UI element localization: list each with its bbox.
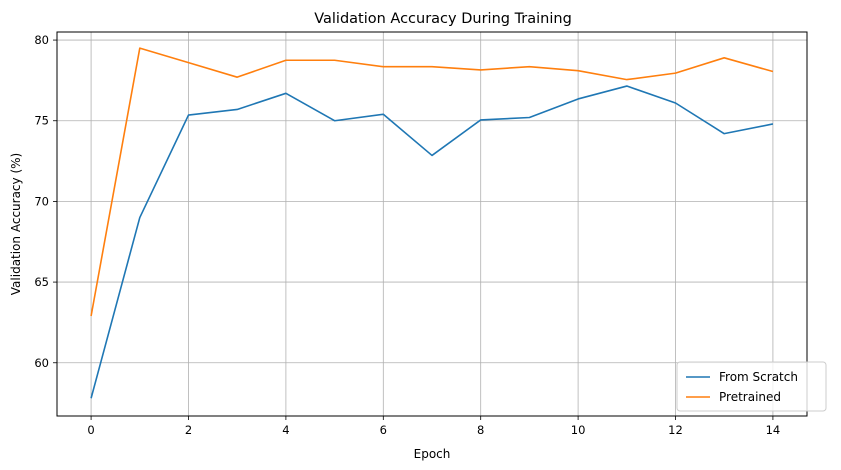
legend: From Scratch Pretrained [676,361,827,412]
y-tick-label: 75 [34,114,49,128]
y-axis-label: Validation Accuracy (%) [9,153,23,295]
plot-frame [56,31,808,417]
x-tick-label: 14 [766,423,781,437]
legend-label: Pretrained [719,390,781,404]
axis-ticks: 0 2 4 6 8 10 12 14 60 65 70 75 80 [34,33,780,437]
y-tick-label: 80 [34,33,49,47]
x-axis-label: Epoch [414,447,451,461]
x-tick-label: 4 [282,423,289,437]
y-tick-label: 65 [34,275,49,289]
chart-title: Validation Accuracy During Training [314,11,572,27]
x-tick-label: 6 [380,423,387,437]
legend-box [676,361,827,412]
x-tick-label: 10 [571,423,586,437]
x-tick-label: 8 [477,423,484,437]
x-tick-label: 12 [668,423,683,437]
series-line-0 [90,85,774,399]
y-tick-label: 70 [34,194,49,208]
y-tick-label: 60 [34,356,49,370]
series-lines [90,47,774,399]
x-tick-label: 0 [87,423,94,437]
x-tick-label: 2 [185,423,192,437]
series-line-1 [90,47,774,317]
grid-lines [57,32,807,416]
legend-label: From Scratch [719,370,798,384]
